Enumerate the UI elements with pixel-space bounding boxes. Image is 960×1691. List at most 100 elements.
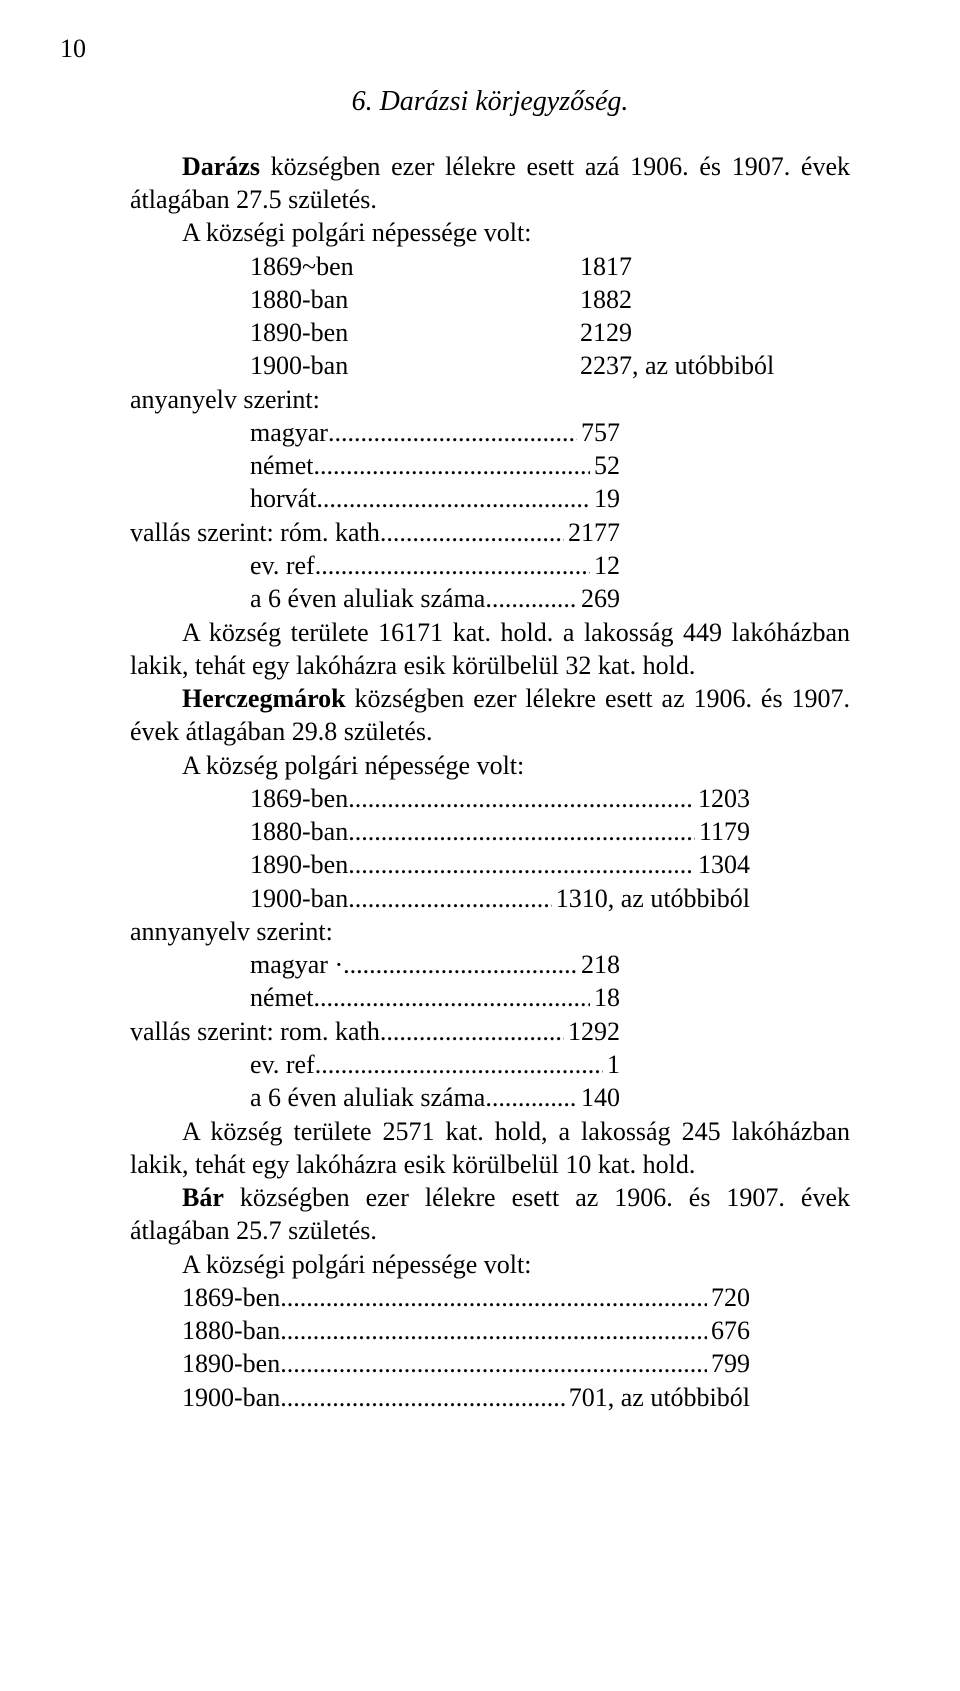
lang-value: 218 <box>577 948 620 981</box>
religion-label: vallás szerint: róm. kath. <box>130 516 386 549</box>
page: 10 6. Darázsi körjegyzőség. Darázs közsé… <box>0 0 960 1691</box>
evref-row: ev. ref. 12 <box>250 549 620 582</box>
lang-value: 18 <box>590 981 620 1014</box>
evref-value: 1 <box>603 1048 620 1081</box>
darazs-religion-block: vallás szerint: róm. kath. 2177 <box>130 516 620 549</box>
table-row: német 18 <box>250 981 620 1014</box>
under6-label: a 6 éven aluliak száma <box>250 1081 485 1114</box>
herczeg-anyanyelv-label: annyanyelv szerint: <box>130 915 850 948</box>
religion-row: vallás szerint: róm. kath. 2177 <box>130 516 620 549</box>
dots-leader <box>321 1048 603 1081</box>
dots-leader <box>328 416 577 449</box>
table-row: magyar · 218 <box>250 948 620 981</box>
darazs-pop-table: 1869~ben 1817 1880-ban1882 1890-ben2129 1… <box>250 250 850 383</box>
value-cell: 1310, az utóbbiból <box>552 882 750 915</box>
year-cell: 1869-ben <box>250 782 348 815</box>
under6-value: 140 <box>577 1081 620 1114</box>
lang-label: magyar · <box>250 948 343 981</box>
value-cell: 701, az utóbbiból <box>565 1381 750 1414</box>
value-cell: 2237, az utóbbiból <box>580 349 850 382</box>
darazs-pop-title: A községi polgári népessége volt: <box>130 216 850 249</box>
value-cell: 676 <box>707 1314 750 1347</box>
section-heading: 6. Darázsi körjegyzőség. <box>130 84 850 120</box>
table-row: 1900-ban 701, az utóbbiból <box>182 1381 750 1414</box>
evref-label: ev. ref. <box>250 549 321 582</box>
herczeg-religion-block: vallás szerint: rom. kath. 1292 <box>130 1015 620 1048</box>
dots-leader <box>386 1015 564 1048</box>
dots-leader <box>314 449 590 482</box>
dots-leader <box>280 1381 565 1414</box>
darazs-intro: Darázs községben ezer lélekre esett azá … <box>130 150 850 217</box>
evref-label: ev. ref. <box>250 1048 321 1081</box>
table-row: 1890-ben1304 <box>250 848 750 881</box>
year-cell: 1880-ban <box>182 1314 280 1347</box>
table-row: német 52 <box>250 449 620 482</box>
religion-value: 1292 <box>564 1015 620 1048</box>
table-row: horvát 19 <box>250 482 620 515</box>
year-cell: 1880-ban <box>250 283 348 316</box>
dots-leader <box>348 782 694 815</box>
under6-row: a 6 éven aluliak száma 140 <box>250 1081 620 1114</box>
bar-intro: Bár községben ezer lélekre esett az 1906… <box>130 1181 850 1248</box>
dots-leader <box>348 815 695 848</box>
bar-intro-text: községben ezer lélekre esett az 1906. és… <box>130 1183 850 1245</box>
year-cell: 1900-ban <box>250 349 348 382</box>
lang-value: 19 <box>590 482 620 515</box>
dots-leader <box>343 948 577 981</box>
dots-leader <box>314 981 590 1014</box>
lang-label: német <box>250 981 314 1014</box>
under6-label: a 6 éven aluliak száma <box>250 582 485 615</box>
table-row: 1880-ban1882 <box>250 283 850 316</box>
dots-leader <box>485 1081 577 1114</box>
herczeg-name: Herczegmárok <box>182 684 346 713</box>
table-row: 1869-ben 1203 <box>250 782 750 815</box>
dots-leader <box>386 516 564 549</box>
table-row: 1900-ban 2237, az utóbbiból <box>250 349 850 382</box>
table-row: 1890-ben2129 <box>250 316 850 349</box>
year-cell: 1869~ben <box>250 250 354 283</box>
herczeg-pop-table: 1869-ben1203 1880-ban 1179 1890-ben1304 … <box>250 782 750 915</box>
year-cell: 1890-ben <box>182 1347 280 1380</box>
lang-label: német <box>250 449 314 482</box>
value-cell: 1203 <box>694 782 750 815</box>
darazs-anyanyelv-label: anyanyelv szerint: <box>130 383 850 416</box>
evref-value: 12 <box>590 549 620 582</box>
bar-pop-table: 1869-ben720 1880-ban676 1890-ben799 1900… <box>182 1281 750 1414</box>
dots-leader <box>280 1281 707 1314</box>
year-cell: 1900-ban <box>250 882 348 915</box>
under6-value: 269 <box>577 582 620 615</box>
religion-value: 2177 <box>564 516 620 549</box>
table-row: magyar 757 <box>250 416 620 449</box>
dots-leader <box>280 1314 707 1347</box>
table-row: 1869~ben 1817 <box>250 250 850 283</box>
lang-label: horvát <box>250 482 316 515</box>
darazs-lang-table: magyar 757 német 52 horvát 19 <box>250 416 620 516</box>
page-number: 10 <box>60 32 86 65</box>
herczeg-pop-title: A község polgári népessége volt: <box>130 749 850 782</box>
lang-value: 757 <box>577 416 620 449</box>
religion-row: vallás szerint: rom. kath. 1292 <box>130 1015 620 1048</box>
value-cell: 1304 <box>694 848 750 881</box>
darazs-area-text: A község területe 16171 kat. hold. a lak… <box>130 616 850 683</box>
dots-leader <box>280 1347 707 1380</box>
bar-name: Bár <box>182 1183 224 1212</box>
bar-pop-title: A községi polgári népessége volt: <box>130 1248 850 1281</box>
herczeg-evref-block: ev. ref. 1 a 6 éven aluliak száma 140 <box>250 1048 620 1115</box>
year-cell: 1880-ban <box>250 815 348 848</box>
herczeg-lang-table: magyar · 218 német 18 <box>250 948 620 1015</box>
value-cell: 799 <box>707 1347 750 1380</box>
value-cell: 1179 <box>695 815 750 848</box>
value-cell: 2129 <box>580 316 850 349</box>
table-row: 1880-ban 676 <box>182 1314 750 1347</box>
dots-leader <box>321 549 590 582</box>
dots-leader <box>348 882 552 915</box>
lang-value: 52 <box>590 449 620 482</box>
under6-row: a 6 éven aluliak száma 269 <box>250 582 620 615</box>
dots-leader <box>348 848 694 881</box>
dots-leader <box>316 482 590 515</box>
year-cell: 1869-ben <box>182 1281 280 1314</box>
table-row: 1890-ben 799 <box>182 1347 750 1380</box>
evref-row: ev. ref. 1 <box>250 1048 620 1081</box>
lang-label: magyar <box>250 416 328 449</box>
value-cell: 1817 <box>580 250 850 283</box>
